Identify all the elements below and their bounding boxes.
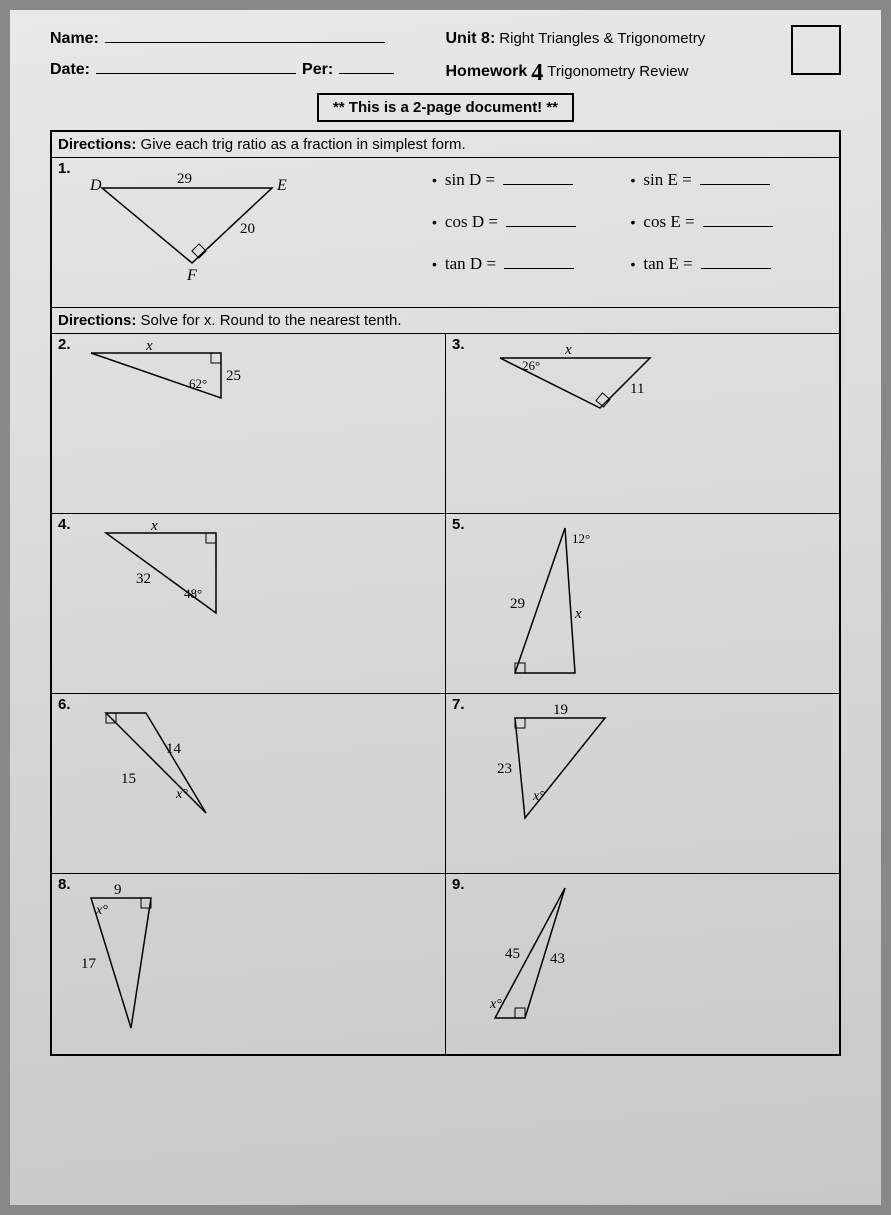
q7-number: 7. [452, 696, 465, 713]
svg-text:12°: 12° [572, 531, 590, 546]
directions1-text: Give each trig ratio as a fraction in si… [141, 136, 466, 153]
svg-text:45: 45 [505, 946, 520, 962]
svg-text:9: 9 [114, 882, 122, 898]
q1-ratios: •sin D = •sin E = •cos D = •cos E = •tan… [432, 170, 829, 274]
q5-triangle: 12° 29 x [480, 518, 640, 688]
directions2-text: Solve for x. Round to the nearest tenth. [141, 312, 402, 329]
directions-1: Directions: Give each trig ratio as a fr… [52, 132, 839, 158]
q5-number: 5. [452, 516, 465, 533]
q3-number: 3. [452, 336, 465, 353]
sinE: sin E = [643, 170, 691, 190]
question-5: 5. 12° 29 x [446, 514, 839, 694]
directions-2: Directions: Solve for x. Round to the ne… [52, 308, 839, 334]
per-blank[interactable] [339, 73, 394, 74]
directions2-label: Directions: [58, 312, 136, 329]
name-label: Name: [50, 30, 99, 48]
unit-title: Right Triangles & Trigonometry [499, 30, 705, 47]
tanD-blank[interactable] [504, 268, 574, 269]
svg-text:62°: 62° [189, 376, 207, 391]
row-4-5: 4. x 48° 32 5. 12° 29 x [52, 514, 839, 694]
q3-triangle: x 26° 11 [480, 338, 700, 428]
cosE: cos E = [643, 212, 694, 232]
sinD: sin D = [445, 170, 495, 190]
q2-triangle: x 62° 25 [76, 338, 276, 428]
row-8-9: 8. 9 17 x° 9. 45 43 x° [52, 874, 839, 1054]
svg-text:x°: x° [175, 787, 188, 802]
cosD: cos D = [445, 212, 498, 232]
q8-number: 8. [58, 876, 71, 893]
question-3: 3. x 26° 11 [446, 334, 839, 514]
svg-text:14: 14 [166, 741, 182, 757]
homework-title: Trigonometry Review [547, 63, 688, 80]
cosD-blank[interactable] [506, 226, 576, 227]
question-6: 6. 14 15 x° [52, 694, 446, 874]
svg-text:19: 19 [553, 702, 568, 718]
header-row-2: Date: Per: Homework 4 Trigonometry Revie… [50, 56, 841, 83]
q6-number: 6. [58, 696, 71, 713]
row-6-7: 6. 14 15 x° 7. 19 23 x° [52, 694, 839, 874]
name-blank[interactable] [105, 42, 385, 43]
header-row-1: Name: Unit 8: Right Triangles & Trigonom… [50, 30, 841, 48]
svg-text:x: x [150, 518, 158, 534]
question-1: 1. D E F 29 20 •sin D = •sin E = •cos D … [52, 158, 839, 308]
date-blank[interactable] [96, 73, 296, 74]
q9-number: 9. [452, 876, 465, 893]
svg-text:23: 23 [497, 761, 512, 777]
svg-text:11: 11 [630, 381, 644, 397]
svg-text:43: 43 [550, 951, 565, 967]
question-8: 8. 9 17 x° [52, 874, 446, 1054]
svg-text:15: 15 [121, 771, 136, 787]
q4-triangle: x 48° 32 [81, 518, 281, 628]
directions1-label: Directions: [58, 136, 136, 153]
homework-number: 4 [531, 60, 543, 87]
date-label: Date: [50, 61, 90, 79]
svg-text:F: F [186, 267, 197, 284]
svg-text:17: 17 [81, 956, 97, 972]
svg-text:25: 25 [226, 368, 241, 384]
main-content: Directions: Give each trig ratio as a fr… [50, 130, 841, 1056]
q9-triangle: 45 43 x° [475, 878, 635, 1038]
question-2: 2. x 62° 25 [52, 334, 446, 514]
q8-triangle: 9 17 x° [66, 878, 226, 1038]
cosE-blank[interactable] [703, 226, 773, 227]
q7-triangle: 19 23 x° [475, 698, 655, 838]
tanD: tan D = [445, 254, 496, 274]
svg-text:29: 29 [510, 596, 525, 612]
q6-triangle: 14 15 x° [76, 698, 256, 828]
svg-text:x°: x° [489, 997, 502, 1012]
q1-number: 1. [58, 160, 71, 177]
homework-label: Homework [446, 63, 528, 81]
sinE-blank[interactable] [700, 184, 770, 185]
svg-text:26°: 26° [522, 358, 540, 373]
question-4: 4. x 48° 32 [52, 514, 446, 694]
svg-text:32: 32 [136, 571, 151, 587]
question-9: 9. 45 43 x° [446, 874, 839, 1054]
sinD-blank[interactable] [503, 184, 573, 185]
svg-text:20: 20 [240, 221, 255, 237]
svg-text:x°: x° [532, 789, 545, 804]
svg-text:29: 29 [177, 171, 192, 187]
svg-text:D: D [89, 177, 102, 194]
question-7: 7. 19 23 x° [446, 694, 839, 874]
q4-number: 4. [58, 516, 71, 533]
per-label: Per: [302, 61, 333, 79]
svg-text:x: x [145, 338, 153, 354]
svg-text:x: x [574, 606, 582, 622]
unit-label: Unit 8: [446, 30, 496, 48]
q2-number: 2. [58, 336, 71, 353]
svg-text:x°: x° [95, 903, 108, 918]
svg-text:x: x [564, 342, 572, 358]
notice-box: ** This is a 2-page document! ** [317, 93, 574, 122]
tanE-blank[interactable] [701, 268, 771, 269]
worksheet-page: Name: Unit 8: Right Triangles & Trigonom… [10, 10, 881, 1205]
row-2-3: 2. x 62° 25 3. x 26° 11 [52, 334, 839, 514]
svg-text:48°: 48° [184, 586, 202, 601]
tanE: tan E = [643, 254, 692, 274]
svg-text:E: E [276, 177, 287, 194]
q1-triangle: D E F 29 20 [82, 168, 302, 298]
